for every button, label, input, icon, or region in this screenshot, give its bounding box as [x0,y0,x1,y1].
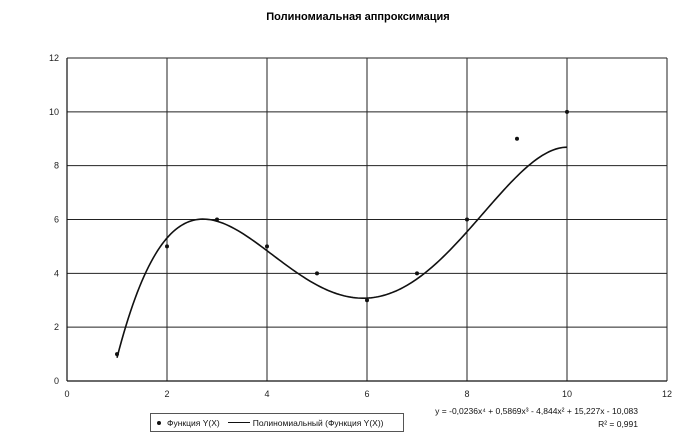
data-point-3 [265,244,269,249]
y-tick-label-6: 12 [49,53,59,63]
data-point-6 [415,271,419,276]
x-tick-label-5: 10 [562,389,572,399]
legend: Функция Y(X) Полиномиальный (Функция Y(X… [150,413,404,432]
axes [66,58,667,382]
r-squared-text: R² = 0,991 [598,419,638,429]
y-tick-label-1: 2 [54,322,59,332]
y-tick-label-2: 4 [54,268,59,278]
equation-text: y = -0,0236x⁴ + 0,5869x³ - 4,844x² + 15,… [435,406,638,416]
y-tick-label-3: 6 [54,215,59,225]
data-point-1 [165,244,169,249]
y-tick-label-0: 0 [54,376,59,386]
y-tick-label-5: 10 [49,107,59,117]
x-tick-label-1: 2 [164,389,169,399]
trendline-curve [116,146,568,358]
grid [66,57,668,382]
data-point-2 [215,217,219,222]
legend-marker-icon [157,420,161,425]
legend-item-trendline: Полиномиальный (Функция Y(X)) [227,417,384,428]
data-point-8 [515,136,519,141]
x-tick-label-0: 0 [64,389,69,399]
data-point-7 [465,217,469,222]
data-point-4 [315,271,319,276]
x-tick-label-6: 12 [662,389,672,399]
legend-line-icon [227,422,250,423]
legend-label-trendline: Полиномиальный (Функция Y(X)) [252,417,384,428]
x-tick-label-3: 6 [364,389,369,399]
trendline [116,146,568,358]
data-points [115,109,569,357]
data-point-5 [365,298,369,303]
tick-labels: 0 2 4 6 8 10 12 0 2 4 6 8 10 12 [49,53,672,399]
x-tick-label-2: 4 [264,389,269,399]
data-point-0 [115,352,119,357]
legend-label-points: Функция Y(X) [167,417,220,428]
x-tick-label-4: 8 [464,389,469,399]
chart-title: Полиномиальная аппроксимация [266,11,449,23]
y-tick-label-4: 8 [54,161,59,171]
trendline-equation: y = -0,0236x⁴ + 0,5869x³ - 4,844x² + 15,… [430,405,638,431]
data-point-9 [565,109,569,114]
legend-item-points: Функция Y(X) [157,418,220,428]
